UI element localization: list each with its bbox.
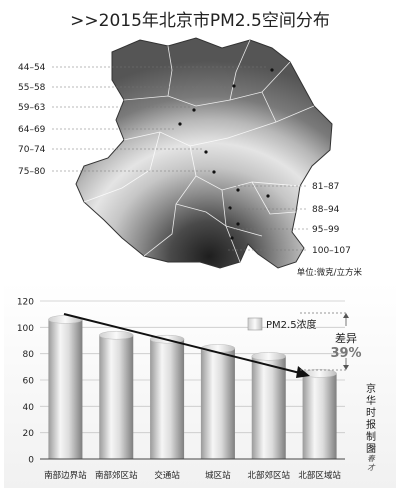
y-tick-labels: 0 20 40 60 80 100 120 [17, 298, 34, 466]
legend-label: PM2.5浓度 [266, 318, 317, 331]
bar [149, 334, 185, 459]
map-legend-label: 95–99 [312, 225, 340, 235]
bar-body [200, 348, 235, 459]
x-tick-labels: 南部边界站 南部郊区站 交通站 城区站 北部郊区站 北部区域站 [44, 470, 341, 481]
map-legend-label: 44–54 [18, 63, 46, 73]
bar [200, 344, 236, 459]
map-legend-label: 64–69 [18, 125, 46, 135]
map-legend-label: 81–87 [312, 182, 339, 192]
bar [251, 352, 286, 459]
y-tick-label: 0 [28, 456, 34, 466]
x-tick-label: 北部区域站 [298, 470, 341, 481]
bar-body [150, 339, 185, 459]
map-legend-label: 100–107 [312, 246, 351, 256]
bar-body [48, 319, 83, 459]
x-tick-label: 城区站 [205, 470, 231, 481]
y-tick-label: 80 [23, 350, 35, 360]
map-legend-label: 59–63 [18, 103, 45, 113]
trend-arrow [63, 313, 310, 378]
map-region [75, 37, 333, 269]
y-tick-label: 60 [23, 377, 35, 387]
bar [99, 330, 134, 459]
x-tick-label: 北部郊区站 [247, 470, 290, 481]
bar-cap [99, 330, 134, 340]
bar-cap [251, 352, 286, 361]
grid-lines [40, 300, 345, 460]
page-title: >>2015年北京市PM2.5空间分布 [70, 11, 330, 31]
credit-author: 汪春才 [367, 445, 376, 472]
difference-value: 39% [330, 346, 361, 361]
map-unit: 单位:微克/立方米 [297, 267, 363, 278]
bar-body [251, 356, 286, 459]
difference-annotation: 差异 39% [300, 312, 362, 371]
bar-body [99, 335, 134, 459]
bar-cap [200, 344, 236, 353]
legend-swatch [247, 317, 263, 331]
map-legend-left: 44–54 55–58 59–63 64–69 70–74 75–80 [18, 63, 268, 177]
y-tick-label: 120 [17, 298, 34, 308]
y-tick-label: 100 [17, 324, 34, 334]
beijing-map [75, 37, 333, 269]
map-legend-label: 75–80 [18, 167, 46, 177]
chart-legend: PM2.5浓度 [247, 317, 317, 331]
x-tick-label: 南部郊区站 [95, 470, 138, 481]
map-legend-label: 55–58 [18, 83, 46, 93]
x-tick-label: 南部边界站 [44, 470, 87, 481]
bar-body [302, 373, 337, 459]
x-tick-label: 交通站 [154, 470, 180, 481]
district-borders [83, 39, 315, 263]
bar [302, 369, 337, 459]
bar [48, 315, 83, 459]
difference-label: 差异 [335, 331, 357, 345]
y-tick-label: 40 [23, 403, 35, 413]
map-legend-label: 70–74 [18, 145, 46, 155]
bar-series [48, 315, 337, 459]
credit-source: 京华时报制图 [366, 382, 376, 455]
y-tick-label: 20 [23, 429, 35, 439]
map-legend-label: 88–94 [312, 205, 340, 215]
map-legend-right: 81–87 88–94 95–99 100–107 [228, 182, 351, 256]
city-markers [178, 68, 274, 240]
